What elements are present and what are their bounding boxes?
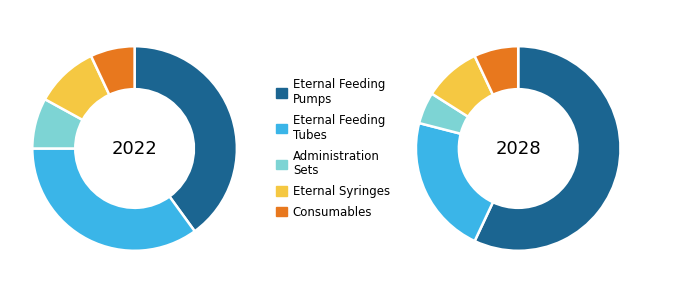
Wedge shape	[32, 99, 83, 148]
Circle shape	[83, 97, 186, 200]
Wedge shape	[135, 46, 237, 231]
Circle shape	[467, 97, 569, 200]
Wedge shape	[32, 148, 194, 251]
Wedge shape	[474, 46, 621, 251]
Wedge shape	[416, 123, 493, 241]
Wedge shape	[91, 46, 135, 95]
Text: 2028: 2028	[495, 140, 541, 157]
Wedge shape	[432, 56, 493, 117]
Text: 2022: 2022	[112, 140, 157, 157]
Wedge shape	[474, 46, 518, 95]
Legend: Eternal Feeding
Pumps, Eternal Feeding
Tubes, Administration
Sets, Eternal Syrin: Eternal Feeding Pumps, Eternal Feeding T…	[273, 75, 394, 222]
Wedge shape	[45, 56, 109, 120]
Wedge shape	[419, 94, 468, 134]
